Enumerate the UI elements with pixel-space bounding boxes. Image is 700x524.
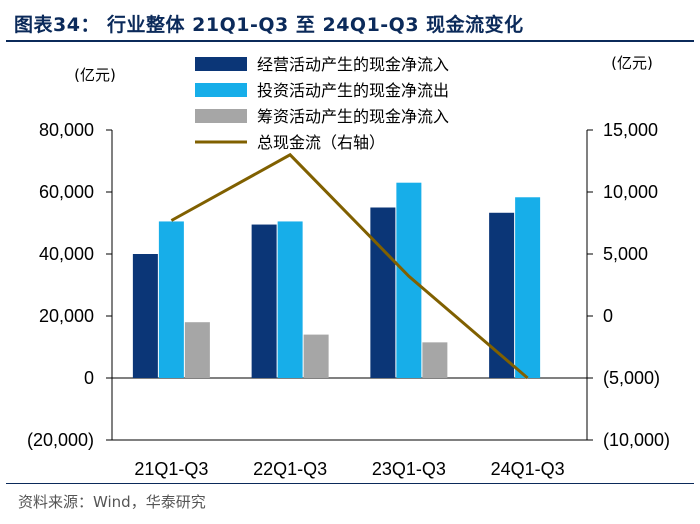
category-labels: 21Q1-Q3 22Q1-Q3 23Q1-Q3 24Q1-Q3 (134, 459, 564, 479)
legend-operating-swatch (195, 57, 247, 71)
tick-labels: (20,000) 0 20,000 40,000 60,000 80,000 (10,000… (27, 120, 670, 450)
figure-title: 图表34： 行业整体 21Q1-Q3 至 24Q1-Q3 现金流变化 (14, 14, 524, 36)
bar-financing (303, 334, 329, 378)
category-label: 23Q1-Q3 (372, 459, 446, 479)
category-label: 24Q1-Q3 (491, 459, 565, 479)
bar-operating (370, 207, 396, 378)
total-cashflow-line (170, 152, 529, 380)
category-label: 21Q1-Q3 (134, 459, 208, 479)
bar-financing (184, 322, 210, 378)
right-tick-label: 10,000 (603, 182, 658, 202)
bar-operating (132, 254, 158, 378)
figure-header: 图表34： 行业整体 21Q1-Q3 至 24Q1-Q3 现金流变化 (6, 4, 694, 42)
right-tick-label: 15,000 (603, 120, 658, 140)
bar-investing (158, 221, 184, 378)
left-tick-label: 20,000 (39, 306, 94, 326)
left-tick-label: 60,000 (39, 182, 94, 202)
left-tick-label: 40,000 (39, 244, 94, 264)
title-divider (6, 40, 694, 42)
left-tick-label: (20,000) (27, 430, 94, 450)
legend-financing-swatch (195, 109, 247, 123)
right-tick-label: 5,000 (603, 244, 648, 264)
left-tick-label: 0 (84, 368, 94, 388)
legend-investing-label: 投资活动产生的现金净流出 (257, 81, 449, 100)
bar-operating (251, 224, 277, 378)
right-tick-label: (10,000) (603, 430, 670, 450)
footer-divider (6, 483, 694, 484)
cash-flow-chart: (20,000) 0 20,000 40,000 60,000 80,000 (10,000… (27, 54, 670, 479)
right-axis-unit: (亿元) (611, 54, 653, 72)
right-tick-label: (5,000) (603, 368, 660, 388)
bar-financing (422, 342, 448, 378)
legend-investing-swatch (195, 83, 247, 97)
bar-investing (277, 221, 303, 378)
bar-investing (396, 182, 422, 378)
tick-marks (106, 129, 593, 441)
bar-operating (489, 212, 515, 378)
line-layer (170, 152, 529, 380)
left-axis-unit: (亿元) (74, 66, 116, 84)
source-note: 资料来源：Wind，华泰研究 (18, 493, 206, 511)
right-tick-label: 0 (603, 306, 613, 326)
legend-operating-label: 经营活动产生的现金净流入 (257, 55, 449, 74)
left-tick-label: 80,000 (39, 120, 94, 140)
legend-financing-label: 筹资活动产生的现金净流入 (257, 107, 449, 126)
legend-total-label: 总现金流（右轴） (257, 133, 385, 152)
bars-layer (132, 182, 541, 378)
bar-investing (515, 197, 541, 378)
figure-footer: 资料来源：Wind，华泰研究 (0, 483, 700, 524)
legend: 经营活动产生的现金净流入投资活动产生的现金净流出筹资活动产生的现金净流入总现金流… (195, 55, 449, 152)
category-label: 22Q1-Q3 (253, 459, 327, 479)
